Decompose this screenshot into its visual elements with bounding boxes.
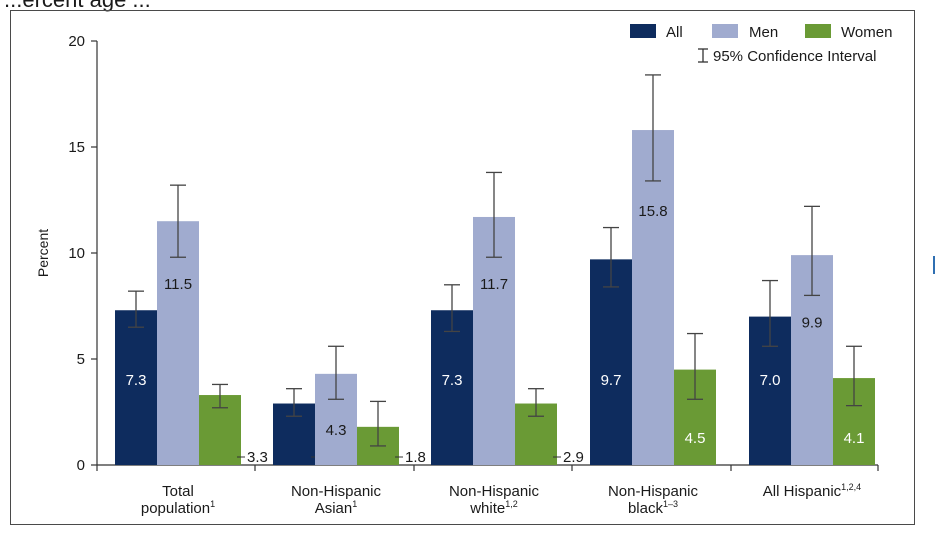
legend-ci-icon bbox=[698, 48, 708, 63]
legend-swatch-women bbox=[805, 24, 831, 38]
bar-value-label: 11.7 bbox=[480, 276, 508, 293]
bar-value-label: 7.3 bbox=[126, 372, 147, 389]
bar-value-label: 4.1 bbox=[844, 430, 865, 447]
category-label: black1–3 bbox=[628, 499, 678, 517]
bar-all bbox=[590, 259, 632, 465]
y-tick-label: 10 bbox=[68, 245, 85, 262]
bar-value-label: 2.9 bbox=[563, 449, 584, 466]
bar-men bbox=[473, 216, 515, 465]
y-tick-label: 5 bbox=[77, 351, 85, 368]
bar-value-label: 15.8 bbox=[638, 203, 667, 220]
page-title-fragment: ...ercent age ... bbox=[4, 0, 151, 13]
category-footnote: 1–3 bbox=[663, 499, 678, 509]
bar-value-label: 3.3 bbox=[247, 449, 268, 466]
bars-layer: 7.32.97.39.77.011.54.311.715.89.93.31.82… bbox=[115, 74, 875, 466]
category-footnote: 1 bbox=[352, 499, 357, 509]
bar-men bbox=[157, 221, 199, 465]
bar-value-label: 7.3 bbox=[442, 372, 463, 389]
legend: All Men Women 95% Confidence Interval bbox=[630, 24, 892, 65]
legend-swatch-all bbox=[630, 24, 656, 38]
y-axis-label: Percent bbox=[35, 229, 51, 277]
category-label: Non-Hispanic bbox=[608, 483, 699, 500]
bar-value-label: 9.9 bbox=[802, 314, 823, 331]
y-tick-label: 0 bbox=[77, 457, 85, 474]
bar-value-label: 7.0 bbox=[760, 372, 781, 389]
text-cursor-mark bbox=[933, 256, 935, 274]
bar-value-label: 9.7 bbox=[601, 372, 622, 389]
category-footnote: 1,2,4 bbox=[841, 482, 861, 492]
y-tick-label: 15 bbox=[68, 139, 85, 156]
bar-all bbox=[115, 310, 157, 465]
category-label: population1 bbox=[141, 499, 215, 517]
bar-men bbox=[632, 130, 674, 466]
legend-swatch-men bbox=[712, 24, 738, 38]
chart-frame bbox=[10, 10, 915, 525]
category-label: Asian1 bbox=[315, 499, 358, 517]
legend-label-women: Women bbox=[841, 24, 892, 41]
bar-value-label: 1.8 bbox=[405, 449, 426, 466]
bar-value-label: 4.3 bbox=[326, 422, 347, 439]
category-label: Non-Hispanic bbox=[449, 483, 540, 500]
bar-value-label: 4.5 bbox=[685, 430, 706, 447]
category-label: white1,2 bbox=[469, 499, 518, 517]
legend-label-ci: 95% Confidence Interval bbox=[713, 48, 876, 65]
category-label: Total bbox=[162, 483, 194, 500]
category-label: Non-Hispanic bbox=[291, 483, 382, 500]
bar-all bbox=[431, 310, 473, 465]
category-label: All Hispanic1,2,4 bbox=[763, 482, 861, 500]
category-footnote: 1 bbox=[210, 499, 215, 509]
y-tick-label: 20 bbox=[68, 33, 85, 50]
category-footnote: 1,2 bbox=[505, 499, 518, 509]
bar-value-label: 11.5 bbox=[164, 276, 192, 293]
legend-label-all: All bbox=[666, 24, 683, 41]
legend-label-men: Men bbox=[749, 24, 778, 41]
